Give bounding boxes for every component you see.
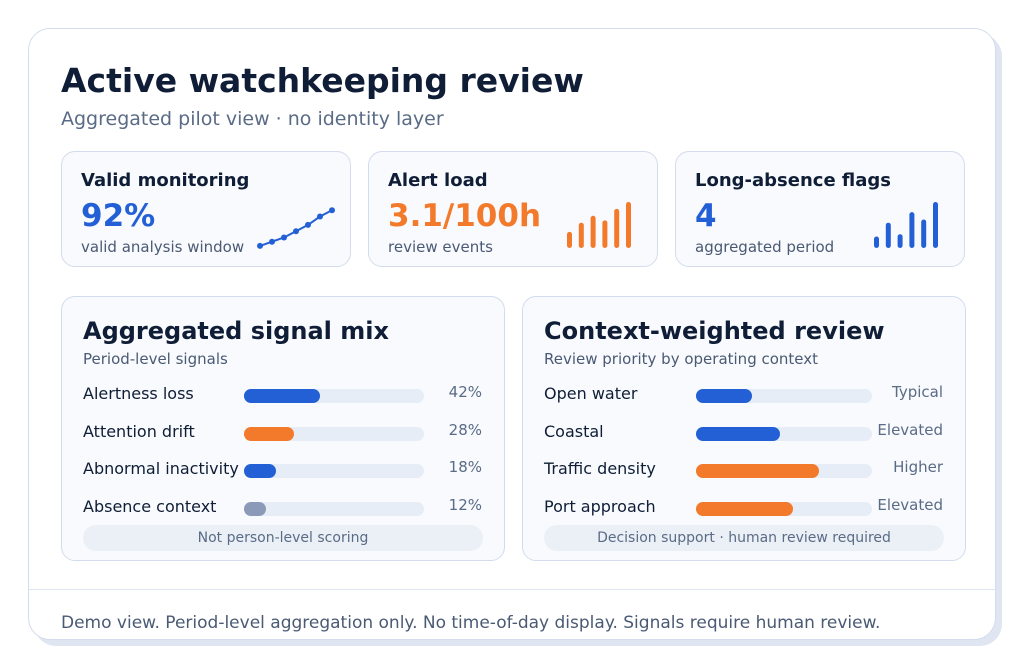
row-label: Traffic density [544, 459, 656, 478]
trend-point [257, 242, 263, 249]
row-label: Open water [544, 384, 638, 403]
scope-note: Not person-level scoring [83, 525, 483, 551]
bar-track [696, 389, 872, 403]
context-row: Traffic density Higher [523, 458, 965, 482]
kpi-value: 92% [81, 198, 156, 234]
row-label: Port approach [544, 497, 656, 516]
trend-sparkline [257, 207, 335, 249]
context-row: Coastal Elevated [523, 421, 965, 445]
kpi-caption: valid analysis window [81, 238, 245, 256]
spark-bar [567, 231, 572, 248]
spark-bar [626, 202, 631, 248]
bar-sparkline [874, 202, 938, 248]
bar-track [244, 464, 424, 478]
review-card: Active watchkeeping review Aggregated pi… [28, 28, 996, 640]
row-label: Coastal [544, 422, 604, 441]
bar-track [244, 427, 424, 441]
kpi-long-absence-flags: Long-absence flags 4 aggregated period [675, 151, 965, 267]
row-label: Attention drift [83, 422, 195, 441]
row-label: Absence context [83, 497, 217, 516]
kpi-label: Valid monitoring [81, 170, 250, 191]
spark-bar [897, 234, 903, 248]
row-value: 42% [448, 383, 482, 401]
decision-support-note: Decision support · human review required [544, 525, 944, 551]
bar-fill [244, 502, 266, 516]
context-review-panel: Context-weighted review Review priority … [522, 296, 966, 561]
kpi-caption: review events [388, 238, 493, 256]
spark-bar [874, 236, 879, 248]
spark-bar [921, 219, 927, 248]
row-value: Typical [892, 383, 943, 401]
bar-track [244, 389, 424, 403]
row-label: Alertness loss [83, 384, 194, 403]
bar-track [244, 502, 424, 516]
spark-bar [590, 215, 596, 248]
kpi-value: 3.1/100h [388, 198, 542, 234]
row-value: Elevated [877, 421, 943, 439]
context-row: Port approach Elevated [523, 496, 965, 520]
signal-row: Alertness loss 42% [62, 383, 504, 407]
spark-bar [933, 202, 938, 248]
kpi-alert-load: Alert load 3.1/100h review events [368, 151, 658, 267]
spark-bar [885, 222, 891, 248]
panel-subtitle: Period-level signals [83, 350, 228, 368]
bar-fill [696, 389, 753, 403]
row-value: Elevated [877, 496, 943, 514]
trend-point [281, 234, 287, 241]
kpi-label: Long-absence flags [695, 170, 892, 191]
spark-bar [578, 222, 584, 248]
spark-bar [909, 212, 915, 248]
trend-point [317, 213, 323, 220]
trend-point [269, 238, 275, 245]
row-value: 18% [448, 458, 482, 476]
panel-title: Aggregated signal mix [83, 317, 389, 345]
bar-fill [244, 427, 295, 441]
footer-divider [29, 589, 995, 590]
bar-track [696, 427, 872, 441]
row-label: Abnormal inactivity [83, 459, 239, 478]
bar-track [696, 464, 872, 478]
page-subtitle: Aggregated pilot view · no identity laye… [61, 108, 444, 130]
row-value: 12% [448, 496, 482, 514]
bar-fill [244, 389, 320, 403]
kpi-label: Alert load [388, 170, 488, 191]
bar-fill [244, 464, 277, 478]
trend-point [293, 228, 299, 235]
signal-row: Abnormal inactivity 18% [62, 458, 504, 482]
kpi-value: 4 [695, 198, 717, 234]
trend-point [329, 207, 335, 214]
signal-mix-panel: Aggregated signal mix Period-level signa… [61, 296, 505, 561]
panel-title: Context-weighted review [544, 317, 885, 345]
bar-track [696, 502, 872, 516]
row-value: 28% [448, 421, 482, 439]
row-value: Higher [893, 458, 943, 476]
trend-point [305, 221, 311, 228]
signal-row: Absence context 12% [62, 496, 504, 520]
footer-note: Demo view. Period-level aggregation only… [61, 613, 881, 633]
bar-fill [696, 427, 781, 441]
panel-subtitle: Review priority by operating context [544, 350, 819, 368]
bar-fill [696, 464, 820, 478]
bar-sparkline [567, 202, 631, 248]
bar-fill [696, 502, 793, 516]
kpi-caption: aggregated period [695, 238, 835, 256]
kpi-valid-monitoring: Valid monitoring 92% valid analysis wind… [61, 151, 351, 267]
page-title: Active watchkeeping review [61, 61, 584, 100]
spark-bar [614, 208, 620, 248]
spark-bar [602, 220, 608, 248]
context-row: Open water Typical [523, 383, 965, 407]
signal-row: Attention drift 28% [62, 421, 504, 445]
